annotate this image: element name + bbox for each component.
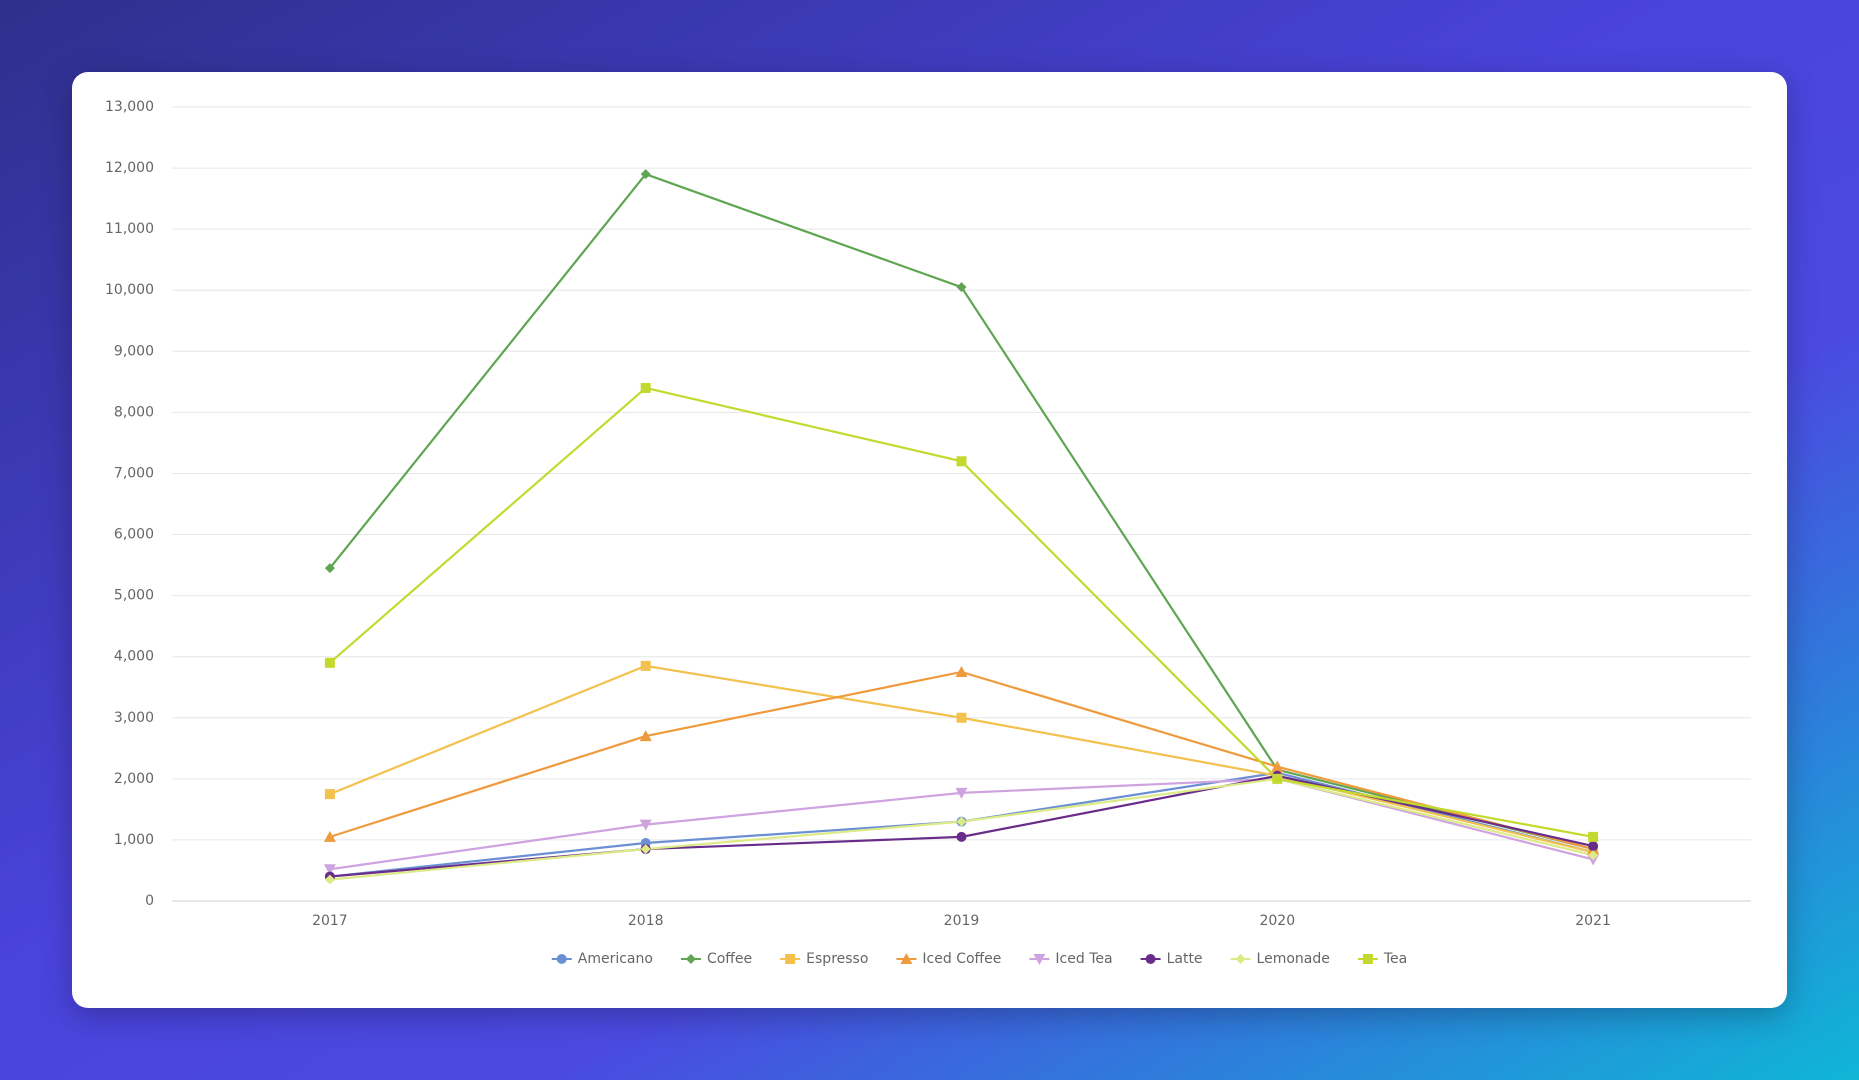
- x-tick-label: 2018: [628, 913, 664, 929]
- series-line: [329, 386, 1594, 838]
- y-tick-label: 1,000: [114, 832, 154, 848]
- marker: [1033, 954, 1046, 965]
- marker: [956, 712, 967, 723]
- legend-item: Espresso: [780, 951, 868, 967]
- marker: [1235, 954, 1246, 964]
- x-tick-label: 2021: [1575, 913, 1611, 929]
- y-tick-label: 2,000: [114, 771, 154, 787]
- marker: [1272, 773, 1283, 784]
- y-tick-label: 7,000: [114, 465, 154, 481]
- marker: [956, 456, 967, 467]
- marker: [1362, 954, 1373, 964]
- marker: [955, 787, 968, 799]
- marker: [324, 563, 335, 574]
- marker: [955, 665, 968, 677]
- marker: [1271, 760, 1284, 772]
- x-tick-label: 2019: [944, 913, 980, 929]
- marker: [1588, 831, 1599, 842]
- y-tick-label: 12,000: [105, 160, 154, 176]
- y-tick-label: 0: [145, 893, 154, 909]
- marker: [956, 282, 967, 293]
- marker: [640, 660, 651, 671]
- marker: [1588, 841, 1599, 852]
- series-line: [329, 172, 1594, 851]
- marker: [640, 382, 651, 393]
- marker: [324, 657, 335, 668]
- marker: [324, 789, 335, 800]
- legend-item: Iced Tea: [1029, 951, 1113, 967]
- marker: [640, 169, 651, 180]
- x-tick-label: 2020: [1259, 913, 1295, 929]
- legend-label: Lemonade: [1257, 951, 1330, 967]
- y-tick-label: 8,000: [114, 404, 154, 420]
- legend-item: Iced Coffee: [896, 951, 1001, 967]
- legend-item: Latte: [1140, 951, 1203, 967]
- legend-item: Lemonade: [1230, 951, 1330, 967]
- legend-item: Coffee: [680, 951, 752, 967]
- legend-label: Iced Coffee: [922, 951, 1001, 967]
- legend-item: Americano: [551, 951, 653, 967]
- marker: [323, 864, 336, 876]
- marker: [900, 953, 913, 964]
- y-tick-label: 13,000: [105, 99, 154, 115]
- y-tick-label: 3,000: [114, 710, 154, 726]
- legend-label: Coffee: [707, 951, 752, 967]
- marker: [1588, 850, 1599, 861]
- legend-label: Tea: [1383, 951, 1407, 967]
- chart-card: [72, 72, 1787, 1008]
- marker: [324, 874, 335, 885]
- marker: [323, 830, 336, 842]
- legend-label: Iced Tea: [1055, 951, 1112, 967]
- y-tick-label: 10,000: [105, 282, 154, 298]
- marker: [785, 954, 796, 964]
- legend-item: Tea: [1357, 951, 1407, 967]
- y-tick-label: 6,000: [114, 527, 154, 543]
- marker: [639, 730, 652, 742]
- legend-label: Americano: [578, 951, 653, 967]
- legend-label: Espresso: [806, 951, 868, 967]
- marker: [956, 816, 967, 827]
- y-tick-label: 11,000: [105, 221, 154, 237]
- legend-label: Latte: [1167, 951, 1203, 967]
- y-tick-label: 4,000: [114, 649, 154, 665]
- y-tick-label: 5,000: [114, 588, 154, 604]
- legend: Americano Coffee Espresso Iced Coffee Iced T…: [551, 951, 1407, 967]
- marker: [640, 844, 651, 855]
- marker: [639, 819, 652, 831]
- marker: [956, 831, 967, 842]
- marker: [685, 954, 696, 964]
- y-tick-label: 9,000: [114, 343, 154, 359]
- marker: [556, 954, 567, 964]
- marker: [1145, 954, 1156, 964]
- x-tick-label: 2017: [312, 913, 348, 929]
